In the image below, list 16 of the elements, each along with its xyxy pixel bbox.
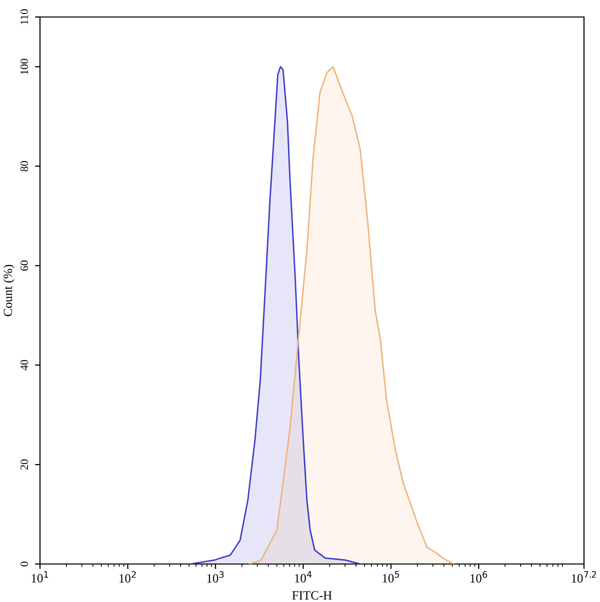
y-tick-label: 20	[20, 459, 28, 470]
x-tick-label: 10$^{6}$	[470, 571, 488, 583]
x-tick-label: 10$^{2}$	[120, 571, 136, 583]
y-axis-title: Count (%)	[3, 264, 15, 316]
x-tick-label: 10$^{3}$	[207, 571, 224, 583]
x-tick-label: 10$^{7.2}$	[572, 571, 596, 583]
y-tick-label: 0	[20, 562, 28, 566]
y-tick-label: 40	[20, 360, 28, 370]
y-tick-label: 80	[20, 161, 28, 172]
x-tick-label: 10$^{5}$	[382, 571, 400, 582]
x-axis-title: FITC-H	[292, 591, 332, 600]
x-tick-label: 10$^{4}$	[295, 571, 312, 582]
x-tick-label: 10$^{1}$	[32, 571, 48, 582]
y-tick-label: 110	[20, 9, 28, 24]
y-tick-label: 60	[20, 260, 28, 271]
y-tick-label: 100	[20, 58, 28, 74]
